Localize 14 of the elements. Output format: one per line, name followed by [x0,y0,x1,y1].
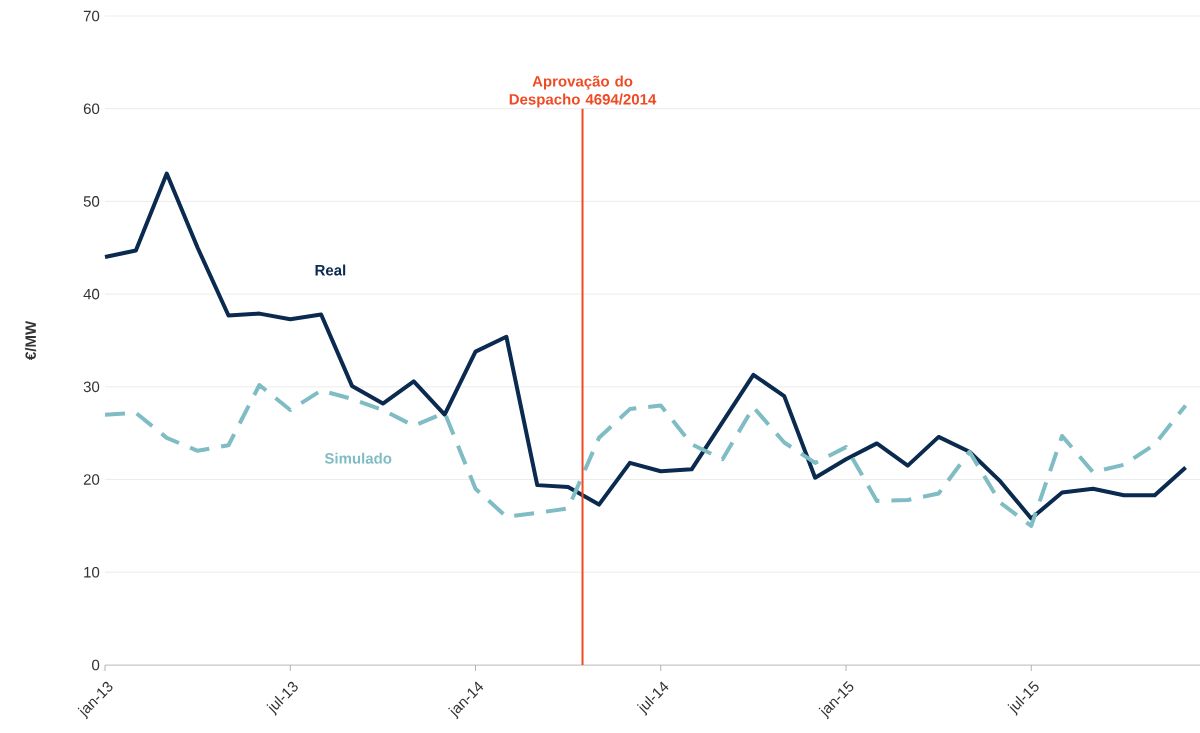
y-tick-label: 20 [83,474,100,485]
y-tick-label: 50 [83,196,100,207]
ref-line-label: Aprovação do Despacho 4694/2014 [509,75,657,108]
y-tick-label: 10 [84,566,100,578]
y-tick-label: 30 [83,381,100,393]
text: Simulado [324,452,392,464]
y-tick-label: 60 [83,103,100,115]
line-series [103,171,1188,521]
y-tick-label: 70 [83,10,100,22]
y-axis-title: €/MW [24,320,37,360]
y-tick-label: 40 [83,288,100,300]
text: Real [315,264,346,276]
line-series [103,382,1188,528]
y-tick-label: 0 [92,659,100,671]
